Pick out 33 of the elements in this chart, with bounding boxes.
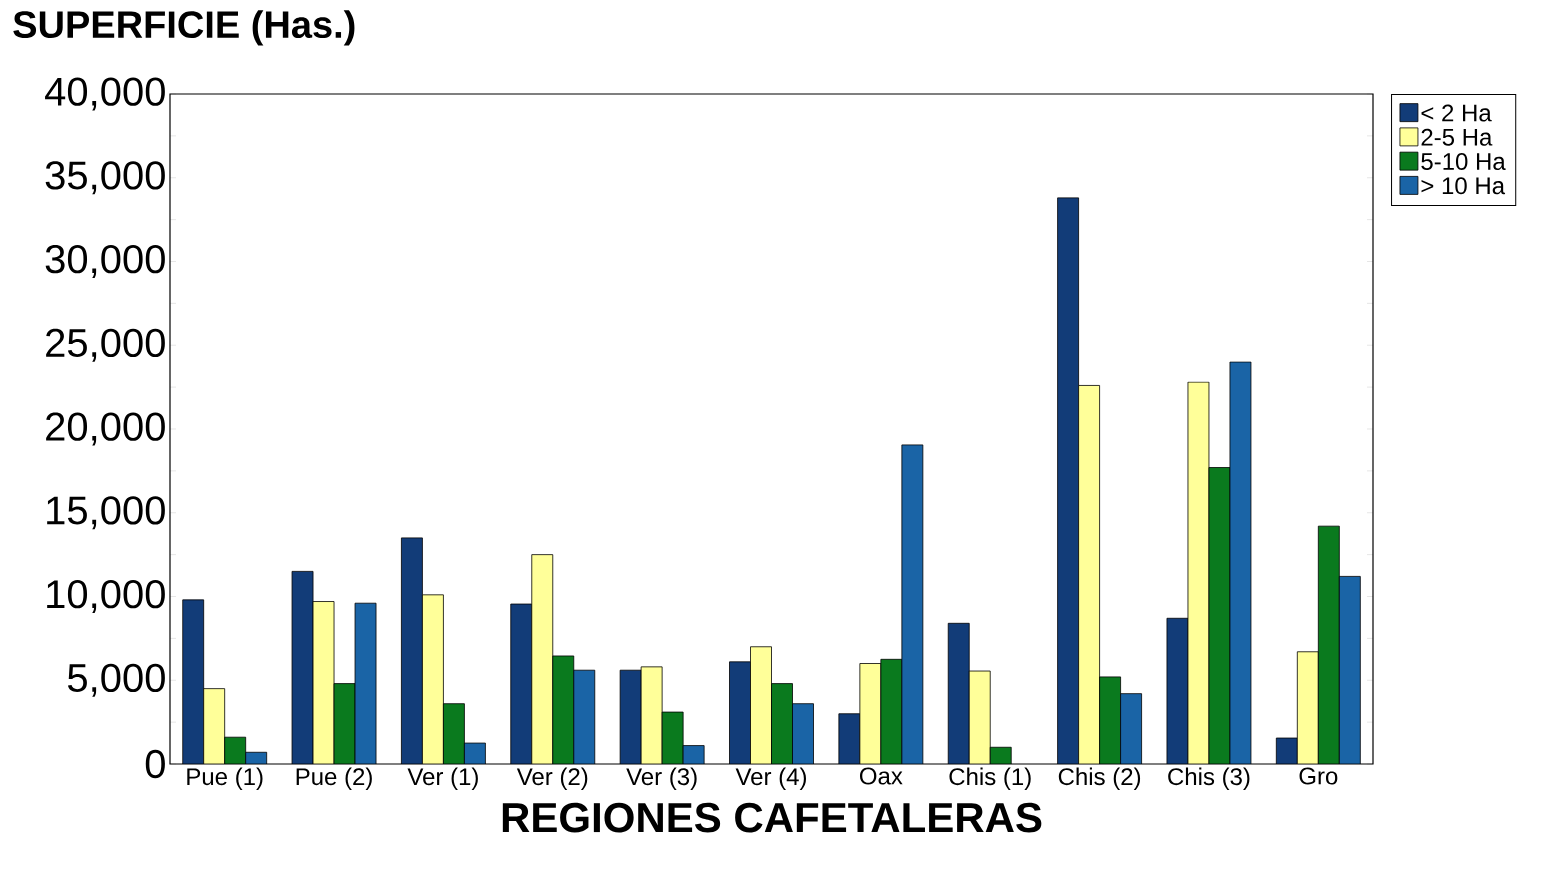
x-tick-label: Ver (1) bbox=[407, 767, 478, 790]
legend-label: > 10 Ha bbox=[1421, 177, 1506, 195]
bar bbox=[182, 599, 205, 764]
y-tick-label: 35,000 bbox=[45, 161, 165, 195]
y-tick-label: 5,000 bbox=[67, 663, 165, 697]
bar bbox=[510, 603, 533, 764]
bar bbox=[291, 570, 314, 764]
x-tick-label: Pue (2) bbox=[296, 767, 372, 790]
x-tick-label: Ver (4) bbox=[735, 767, 807, 790]
y-tick-label: 30,000 bbox=[45, 244, 165, 279]
x-tick-label: Pue (1) bbox=[187, 767, 263, 790]
bar bbox=[947, 622, 970, 764]
y-tick-label: 0 bbox=[145, 749, 165, 779]
x-tick-label: Chis (3) bbox=[1168, 767, 1250, 790]
y-tick-label: 15,000 bbox=[47, 496, 165, 530]
x-tick-label: Oax bbox=[859, 767, 903, 785]
x-tick-label: Gro bbox=[1299, 767, 1338, 785]
y-tick-label: 10,000 bbox=[47, 579, 165, 614]
x-tick-label: Chis (2) bbox=[1058, 767, 1141, 790]
bar bbox=[401, 537, 423, 764]
x-tick-label: Chis (1) bbox=[949, 767, 1031, 790]
legend-label: < 2 Ha bbox=[1421, 104, 1492, 122]
x-axis-title: REGIONES CAFETALERAS bbox=[502, 802, 1042, 833]
chart-title: SUPERFICIE (Has.) bbox=[13, 10, 355, 46]
legend-label: 2-5 Ha bbox=[1421, 128, 1493, 146]
y-tick-label: 20,000 bbox=[46, 412, 165, 446]
x-tick-label: Ver (2) bbox=[516, 767, 588, 790]
y-tick-label: 25,000 bbox=[46, 328, 165, 362]
bar bbox=[729, 661, 751, 764]
y-tick-label: 40,000 bbox=[45, 77, 165, 111]
x-tick-label: Ver (3) bbox=[626, 767, 697, 790]
legend-label: 5-10 Ha bbox=[1421, 153, 1506, 171]
bar bbox=[1057, 197, 1079, 764]
